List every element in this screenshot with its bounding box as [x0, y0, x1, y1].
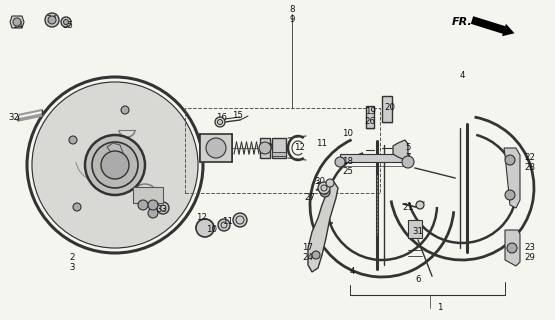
Circle shape: [148, 208, 158, 218]
Circle shape: [101, 151, 129, 179]
Text: 3: 3: [69, 263, 75, 273]
Circle shape: [505, 190, 515, 200]
Circle shape: [121, 106, 129, 114]
Text: 16: 16: [216, 114, 228, 123]
Circle shape: [85, 135, 145, 195]
Circle shape: [157, 202, 169, 214]
Text: 19: 19: [365, 108, 375, 116]
Circle shape: [148, 200, 158, 210]
Circle shape: [218, 219, 230, 231]
Text: 33: 33: [157, 205, 168, 214]
Text: 6: 6: [415, 276, 421, 284]
Polygon shape: [393, 140, 408, 160]
Circle shape: [416, 201, 424, 209]
Text: 12: 12: [295, 143, 305, 153]
Text: 4: 4: [349, 268, 355, 276]
Text: 7: 7: [405, 154, 411, 163]
Circle shape: [215, 117, 225, 127]
Circle shape: [92, 142, 138, 188]
Polygon shape: [308, 182, 338, 272]
Text: 10: 10: [206, 226, 218, 235]
Text: 20: 20: [385, 103, 396, 113]
Text: 18: 18: [342, 157, 354, 166]
Polygon shape: [10, 16, 24, 28]
Text: 11: 11: [316, 139, 327, 148]
Polygon shape: [107, 143, 123, 157]
Circle shape: [45, 13, 59, 27]
Circle shape: [63, 20, 68, 25]
Text: 34: 34: [47, 15, 58, 25]
Text: 25: 25: [342, 167, 354, 177]
Text: 31: 31: [412, 228, 423, 236]
Circle shape: [196, 219, 214, 237]
Circle shape: [61, 17, 71, 27]
Circle shape: [318, 182, 330, 194]
Text: 12: 12: [196, 213, 208, 222]
Circle shape: [335, 157, 345, 167]
Text: 13: 13: [263, 143, 274, 153]
Circle shape: [69, 136, 77, 144]
Circle shape: [13, 18, 21, 26]
Text: 28: 28: [524, 164, 536, 172]
Text: 2: 2: [69, 253, 75, 262]
Text: 23: 23: [524, 244, 536, 252]
Text: 9: 9: [289, 15, 295, 25]
Circle shape: [326, 179, 334, 187]
Text: 32: 32: [8, 114, 19, 123]
Bar: [133, 187, 163, 203]
Circle shape: [507, 243, 517, 253]
Text: 11: 11: [223, 218, 234, 227]
Circle shape: [505, 155, 515, 165]
Text: 15: 15: [233, 110, 244, 119]
Circle shape: [259, 142, 271, 154]
Bar: [408, 220, 422, 238]
Bar: [340, 154, 408, 162]
Bar: [272, 152, 286, 156]
Text: 35: 35: [63, 20, 73, 29]
FancyArrow shape: [471, 16, 514, 36]
Text: 29: 29: [524, 253, 536, 262]
Text: FR.: FR.: [452, 17, 473, 27]
Bar: [260, 138, 270, 158]
Circle shape: [402, 156, 414, 168]
Circle shape: [73, 203, 81, 211]
Circle shape: [233, 213, 247, 227]
Text: 14: 14: [13, 20, 23, 29]
Text: 30: 30: [315, 178, 325, 187]
Text: 10: 10: [342, 129, 354, 138]
Bar: [200, 134, 232, 162]
Text: 22: 22: [524, 154, 536, 163]
Bar: [366, 106, 374, 128]
Polygon shape: [504, 148, 520, 208]
Circle shape: [33, 83, 197, 247]
Text: 8: 8: [289, 5, 295, 14]
Text: 17: 17: [302, 244, 314, 252]
Polygon shape: [505, 230, 520, 266]
Text: 26: 26: [365, 117, 376, 126]
Text: 27: 27: [305, 194, 315, 203]
Circle shape: [138, 200, 148, 210]
Text: 1: 1: [437, 303, 443, 313]
Bar: [382, 96, 392, 122]
Circle shape: [48, 16, 56, 24]
Bar: [185, 108, 380, 193]
Circle shape: [312, 251, 320, 259]
Text: 21: 21: [402, 204, 413, 212]
Text: 24: 24: [302, 253, 314, 262]
Circle shape: [206, 138, 226, 158]
Text: 4: 4: [459, 70, 465, 79]
Circle shape: [320, 187, 330, 197]
Text: 5: 5: [405, 143, 411, 153]
Bar: [272, 138, 286, 158]
